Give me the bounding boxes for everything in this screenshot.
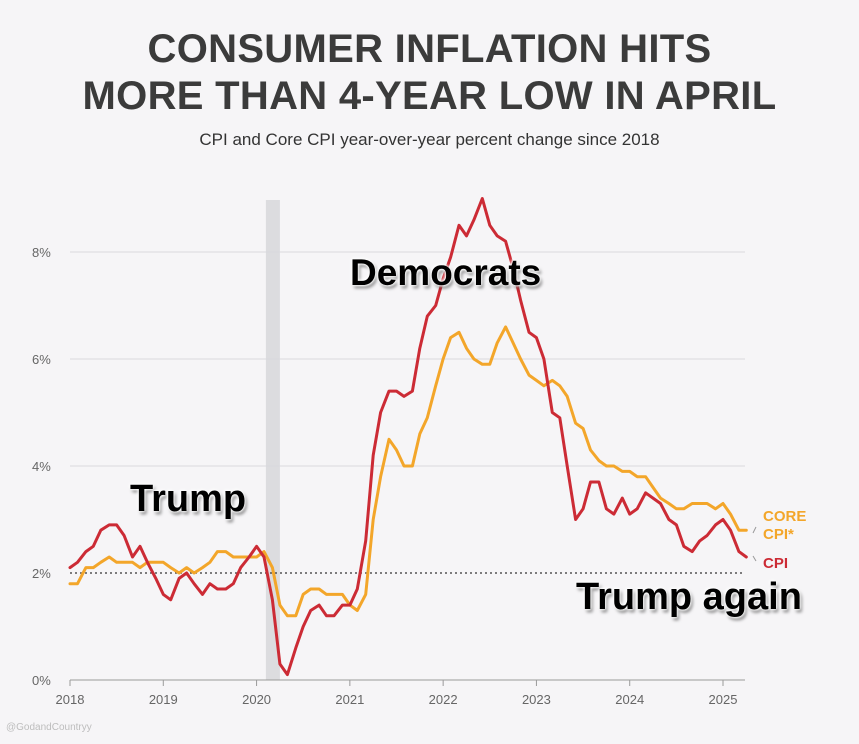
x-tick-label: 2021 bbox=[335, 692, 364, 707]
y-tick-label: 8% bbox=[32, 245, 51, 260]
y-tick-label: 4% bbox=[32, 459, 51, 474]
annotation-trump-again: Trump again bbox=[576, 576, 802, 618]
x-tick-label: 2024 bbox=[615, 692, 644, 707]
x-tick-label: 2025 bbox=[709, 692, 738, 707]
end-label-core-line-2: CPI* bbox=[763, 526, 794, 543]
watermark: @GodandCountryy bbox=[6, 722, 92, 733]
series-line-core-cpi bbox=[68, 325, 748, 618]
title-line-2: MORE THAN 4-YEAR LOW IN APRIL bbox=[82, 74, 777, 118]
annotation-trump: Trump bbox=[130, 478, 247, 520]
chart-subtitle: CPI and Core CPI year-over-year percent … bbox=[199, 130, 660, 149]
y-tick-label: 2% bbox=[32, 566, 51, 581]
end-label-core-line-1: CORE bbox=[763, 508, 806, 525]
end-label-cpi-connector bbox=[752, 555, 757, 562]
end-label-core-connector bbox=[752, 526, 757, 534]
x-tick-label: 2018 bbox=[56, 692, 85, 707]
end-label-cpi: CPI bbox=[763, 555, 788, 572]
y-tick-label: 6% bbox=[32, 352, 51, 367]
x-tick-label: 2019 bbox=[149, 692, 178, 707]
chart-title: CONSUMER INFLATION HITS MORE THAN 4-YEAR… bbox=[0, 26, 859, 120]
x-tick-label: 2022 bbox=[429, 692, 458, 707]
y-tick-label: 0% bbox=[32, 673, 51, 688]
x-tick-label: 2020 bbox=[242, 692, 271, 707]
annotation-democrats: Democrats bbox=[350, 252, 542, 293]
series-line-cpi bbox=[68, 197, 748, 677]
x-tick-label: 2023 bbox=[522, 692, 551, 707]
title-line-1: CONSUMER INFLATION HITS bbox=[147, 27, 712, 71]
